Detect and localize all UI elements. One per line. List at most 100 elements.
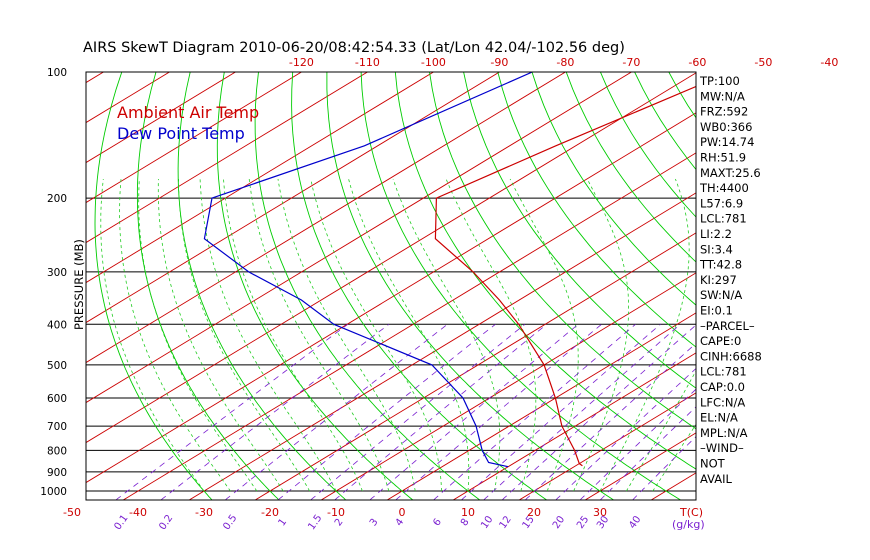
isotherm--80 [86, 72, 567, 364]
top-temp-tick-4: -80 [556, 56, 574, 69]
index-item-8: L57:6.9 [700, 196, 743, 210]
pressure-tick-1000: 1000 [40, 486, 67, 498]
mixing-ratio-line-2 [225, 323, 448, 500]
isotherm--110 [86, 72, 369, 244]
moist-adiabat-10 [348, 178, 470, 492]
moist-adiabat--14 [178, 179, 310, 492]
index-item-15: EI:0.1 [700, 304, 733, 318]
profile-dewpoint [203, 72, 533, 468]
index-item-10: LI:2.2 [700, 227, 732, 241]
dry-adiabat-90 [531, 72, 696, 306]
index-item-4: PW:14.74 [700, 135, 754, 149]
moist-adiabat-30 [599, 178, 690, 492]
pressure-tick-400: 400 [47, 319, 67, 331]
moist-adiabat-lines [100, 178, 696, 492]
mixing-ratio-line-6 [369, 323, 579, 500]
isotherm--100 [86, 72, 435, 284]
pressure-tick-100: 100 [47, 67, 67, 79]
isotherm-10 [453, 352, 696, 500]
mixing-ratio-line-9 [461, 323, 661, 500]
legend-dew-point-temp: Dew Point Temp [117, 124, 245, 143]
mixing-ratio-tick-3: 1 [277, 517, 290, 529]
y-axis-label: PRESSURE (MB) [72, 239, 86, 330]
isotherm-0 [387, 312, 696, 500]
dry-adiabat-190 [859, 53, 870, 500]
moist-adiabat-38 [652, 423, 696, 492]
index-item-23: MPL:N/A [700, 426, 748, 440]
dry-adiabat-60 [429, 72, 696, 430]
pressure-tick-300: 300 [47, 267, 67, 279]
sounding-profiles [203, 72, 696, 468]
top-temp-tick-labels: -120 -110 -100 -90 -80 -70 -60 -50 -40 [289, 56, 838, 69]
bottom-temp-tick-8: 30 [593, 506, 607, 519]
bottom-temp-tick-labels: -50 -40 -30 -20 -10 0 10 20 30 [63, 506, 607, 519]
mixing-ratio-line-3 [277, 323, 496, 500]
index-item-26: AVAIL [700, 472, 733, 486]
moist-adiabat--22 [138, 178, 258, 492]
mixing-ratio-tick-9: 8 [459, 517, 472, 529]
legend-ambient-air-temp: Ambient Air Temp [117, 103, 259, 122]
mixing-ratio-tick-4: 1.5 [306, 513, 324, 532]
top-temp-tick-3: -90 [490, 56, 508, 69]
index-item-22: EL:N/A [700, 411, 738, 425]
isotherm--40 [123, 152, 696, 500]
bottom-temp-tick-5: 0 [399, 506, 406, 519]
pressure-tick-700: 700 [47, 421, 67, 433]
bottom-temp-tick-6: 10 [461, 506, 475, 519]
dry-adiabat-50 [394, 72, 696, 470]
dry-adiabat-lines [94, 53, 870, 500]
moist-adiabat-14 [392, 178, 501, 492]
mixing-ratio-tick-16: 40 [627, 514, 643, 531]
top-temp-tick-0: -120 [289, 56, 314, 69]
isotherm-lines [86, 72, 696, 500]
index-item-6: MAXT:25.6 [700, 166, 761, 180]
index-item-12: TT:42.8 [699, 258, 742, 272]
isotherm--70 [86, 72, 633, 404]
mixing-ratio-unit: (g/kg) [672, 518, 705, 531]
isotherm--20 [255, 232, 696, 500]
moist-adiabat-22 [509, 178, 579, 492]
dry-adiabat-170 [792, 53, 870, 500]
moist-adiabat-6 [310, 178, 442, 491]
index-item-20: CAP:0.0 [700, 380, 745, 394]
mixing-ratio-tick-11: 12 [498, 514, 514, 531]
mixing-ratio-line-4 [310, 323, 526, 500]
top-temp-tick-6: -60 [688, 56, 706, 69]
mixing-ratio-tick-13: 20 [551, 514, 567, 531]
mixing-ratio-tick-labels: 0.1 0.2 0.5 1 1.5 2 3 4 6 8 10 12 15 20 25 30 40 [112, 513, 643, 532]
mixing-ratio-tick-6: 3 [368, 517, 381, 529]
mixing-ratio-tick-5: 2 [333, 517, 346, 529]
dry-adiabat-160 [759, 53, 870, 500]
moist-adiabat-26 [573, 178, 629, 492]
index-item-19: LCL:781 [700, 365, 747, 379]
mixing-ratio-tick-0: 0.1 [112, 513, 130, 532]
moist-adiabat--30 [100, 178, 205, 492]
index-item-14: SW:N/A [700, 288, 742, 302]
mixing-ratio-tick-1: 0.2 [157, 513, 175, 532]
top-temp-tick-7: -50 [754, 56, 772, 69]
dry-adiabat-0 [216, 72, 413, 500]
profile-temperature [434, 85, 696, 467]
bottom-temp-tick-1: -40 [129, 506, 147, 519]
isotherm-40 [651, 472, 696, 500]
pressure-tick-800: 800 [47, 445, 67, 457]
isotherm--120 [86, 72, 303, 204]
isotherm--90 [86, 72, 501, 324]
pressure-tick-200: 200 [47, 193, 67, 205]
dry-adiabat-180 [825, 53, 870, 500]
dry-adiabat--30 [94, 72, 213, 500]
dry-adiabat-20 [291, 72, 547, 500]
mixing-ratio-line-12 [525, 342, 696, 500]
moist-adiabat--6 [223, 178, 363, 492]
index-item-18: CINH:6688 [700, 349, 762, 363]
bottom-temp-tick-0: -50 [63, 506, 81, 519]
moist-adiabat--26 [119, 178, 231, 492]
mixing-ratio-line-8 [433, 323, 636, 500]
index-item-16: –PARCEL– [700, 319, 755, 333]
index-item-11: SI:3.4 [700, 242, 733, 256]
moist-adiabat-18 [445, 178, 537, 492]
index-item-25: NOT [700, 457, 726, 471]
isotherm-20 [519, 392, 696, 500]
